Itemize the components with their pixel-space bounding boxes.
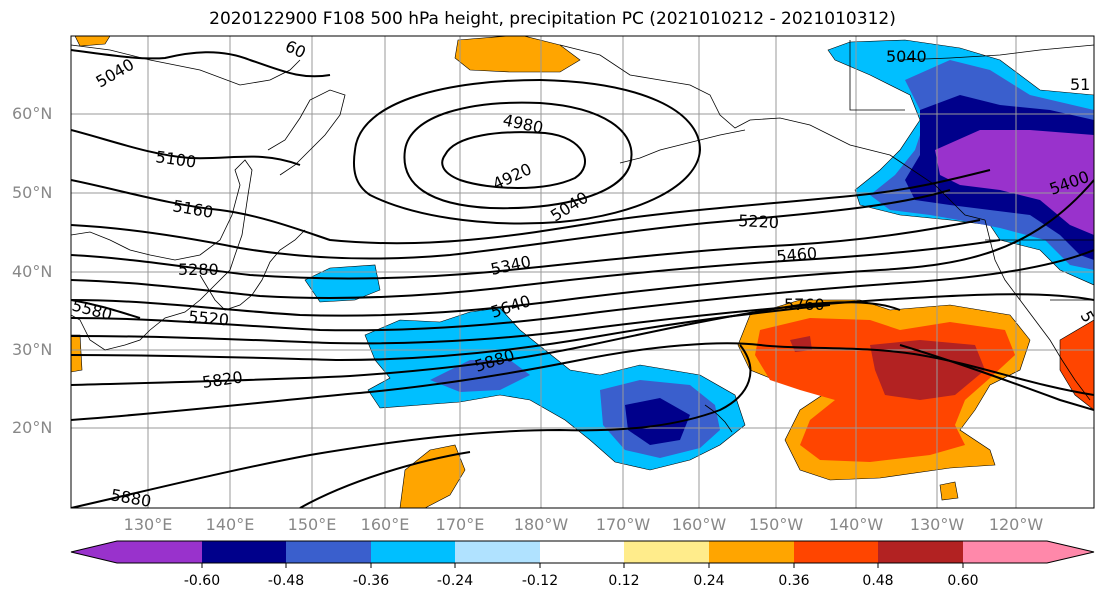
colorbar-tick-label: -0.24 — [436, 573, 474, 589]
precip-pos-orange-small — [939, 481, 959, 501]
colorbar-cell — [624, 541, 709, 563]
lat-label: 40°N — [12, 262, 53, 281]
colorbar-tick-label: 0.36 — [778, 573, 810, 589]
colorbar — [70, 540, 1095, 568]
contour-5520 — [71, 293, 1094, 345]
lon-label: 160°E — [360, 515, 410, 534]
colorbar-tick-label: -0.12 — [521, 573, 559, 589]
colorbar-cell — [202, 541, 286, 563]
contour-5220 — [71, 189, 951, 260]
lon-label: 180°W — [513, 515, 569, 534]
colorbar-tick-label: 0.60 — [947, 573, 979, 589]
lon-label: 120°W — [988, 515, 1044, 534]
contour-label: 5040 — [886, 47, 927, 66]
colorbar-tick-label: -0.48 — [267, 573, 305, 589]
lon-label: 140°W — [828, 515, 884, 534]
colorbar-cell — [117, 541, 202, 563]
contour-5880 — [71, 344, 752, 508]
precip-pos-orange-south — [399, 444, 466, 508]
colorbar-cell — [709, 541, 794, 563]
coast-korea-japan — [199, 229, 306, 311]
hawaii — [704, 404, 733, 433]
coast-na-west — [984, 219, 1091, 401]
lon-label: 150°W — [748, 515, 804, 534]
contour-5460 — [71, 249, 1094, 332]
lon-label: 170°W — [595, 515, 651, 534]
precip-neg-dark-cp — [625, 398, 690, 445]
lat-lon-grid — [71, 36, 1094, 508]
contour-5100 — [71, 129, 301, 166]
precip-neg-light-cp — [304, 264, 381, 303]
lat-label: 30°N — [12, 340, 53, 359]
map-plot-area: 5040 5100 5160 5280 5580 5520 5820 5880 … — [71, 36, 1094, 511]
contour-5760 — [71, 301, 901, 386]
lat-label: 50°N — [12, 183, 53, 202]
contour-5580 — [71, 299, 141, 319]
lon-label: 170°E — [435, 515, 485, 534]
contour-label: 5520 — [188, 307, 230, 329]
colorbar-cell — [286, 541, 371, 563]
precip-neg-mid-cp — [430, 360, 530, 392]
contour-label: 5760 — [784, 295, 825, 314]
contour-label: 5220 — [738, 211, 780, 232]
height-contours — [71, 49, 1094, 508]
precip-pos-orange-west — [74, 36, 111, 47]
precip-neg-purple-ne — [935, 130, 1094, 235]
contour-4980 — [403, 101, 633, 210]
colorbar-extend-high — [1047, 541, 1094, 563]
coast-kamchatka — [267, 89, 346, 176]
colorbar-cell — [455, 541, 540, 563]
contour-5880-south — [299, 451, 471, 508]
contour-5040-nw — [71, 49, 331, 78]
colorbar-cell — [371, 541, 455, 563]
lon-label: 130°W — [909, 515, 965, 534]
precip-pos-orange-left — [71, 334, 83, 373]
contour-east — [899, 344, 1094, 411]
na-border — [849, 40, 905, 111]
contour-5040-ring — [352, 78, 702, 225]
contour-5340 — [71, 239, 1001, 299]
colorbar-cell — [878, 541, 963, 563]
contour-label: 5880 — [109, 485, 152, 511]
colorbar-cell — [794, 541, 878, 563]
aleutians — [619, 129, 746, 164]
colorbar-tick-label: -0.36 — [352, 573, 390, 589]
map-title: 2020122900 F108 500 hPa height, precipit… — [209, 9, 896, 29]
map-frame — [70, 35, 1095, 509]
contour-5400 — [71, 179, 1094, 317]
coast-na-north — [899, 44, 1094, 61]
precip-pos-orange-se — [1059, 319, 1094, 411]
contour-label: 5280 — [178, 260, 219, 279]
contour-4920 — [441, 131, 586, 189]
colorbar-tick-label: 0.48 — [862, 573, 894, 589]
contour-5280 — [71, 219, 981, 280]
colorbar-tick-label: 0.12 — [608, 573, 640, 589]
precip-pos-darkred-east — [870, 340, 985, 400]
colorbar-cell — [963, 541, 1047, 563]
lon-label: 130°E — [123, 515, 173, 534]
contour-label: 5460 — [776, 244, 818, 266]
colorbar-cell — [540, 541, 624, 563]
lon-label: 140°E — [205, 515, 255, 534]
coast-alaska — [559, 44, 986, 221]
lon-label: 160°W — [671, 515, 727, 534]
lon-label: 150°E — [287, 515, 337, 534]
colorbar-outline — [70, 540, 1095, 564]
lat-label: 20°N — [12, 418, 53, 437]
colorbar-tick-label: 0.24 — [693, 573, 725, 589]
contour-5820 — [71, 342, 1094, 421]
contour-label: 51 — [1070, 75, 1090, 94]
contour-5160 — [71, 169, 991, 245]
lat-label: 60°N — [12, 104, 53, 123]
colorbar-extend-low — [71, 541, 117, 563]
colorbar-tick-label: -0.60 — [183, 573, 221, 589]
